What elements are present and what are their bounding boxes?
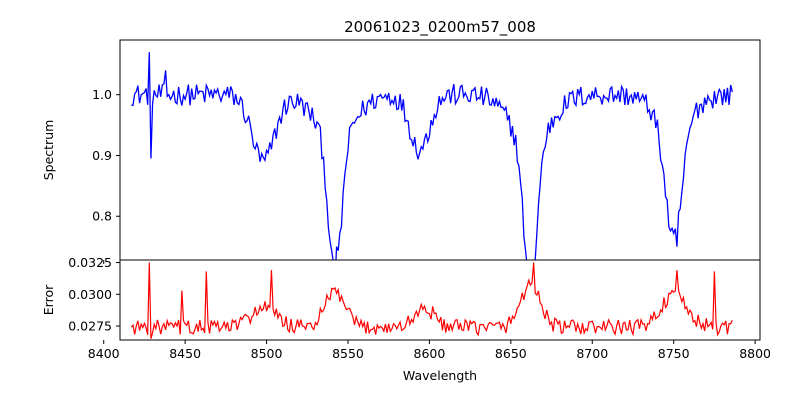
error-xtick-label: 8450 bbox=[169, 346, 201, 361]
chart-title: 20061023_0200m57_008 bbox=[344, 18, 536, 37]
error-ytick-label: 0.0325 bbox=[68, 255, 112, 270]
spectrum-series-line bbox=[131, 52, 733, 298]
error-xtick-label: 8650 bbox=[495, 346, 527, 361]
spectrum-ylabel: Spectrum bbox=[41, 120, 56, 181]
spectrum-ytick-label: 0.8 bbox=[92, 209, 112, 224]
error-axes-border bbox=[119, 259, 761, 341]
error-xtick-label: 8400 bbox=[88, 346, 120, 361]
error-ytick-label: 0.0275 bbox=[68, 319, 112, 334]
error-series-line bbox=[130, 262, 733, 339]
error-xtick-label: 8600 bbox=[414, 346, 446, 361]
error-xticks: 8400 8450 8500 8550 8600 8650 8700 8750 8800 bbox=[88, 340, 771, 361]
error-xtick-label: 8500 bbox=[251, 346, 283, 361]
error-xtick-label: 8700 bbox=[576, 346, 608, 361]
error-ylabel: Error bbox=[41, 284, 56, 315]
error-ytick-label: 0.0300 bbox=[68, 287, 112, 302]
spectrum-ytick-label: 1.0 bbox=[92, 87, 112, 102]
error-yticks: 0.0275 0.0300 0.0325 bbox=[68, 255, 120, 334]
spectrum-panel: 0.8 0.9 1.0 Spectrum bbox=[41, 39, 761, 298]
error-xtick-label: 8750 bbox=[658, 346, 690, 361]
spectrum-yticks: 0.8 0.9 1.0 bbox=[92, 87, 120, 224]
error-xtick-label: 8800 bbox=[739, 346, 771, 361]
spectrum-axes-frame bbox=[120, 40, 760, 260]
error-xtick-label: 8550 bbox=[332, 346, 364, 361]
spectrum-ytick-label: 0.9 bbox=[92, 148, 112, 163]
xaxis-label: Wavelength bbox=[403, 368, 477, 383]
